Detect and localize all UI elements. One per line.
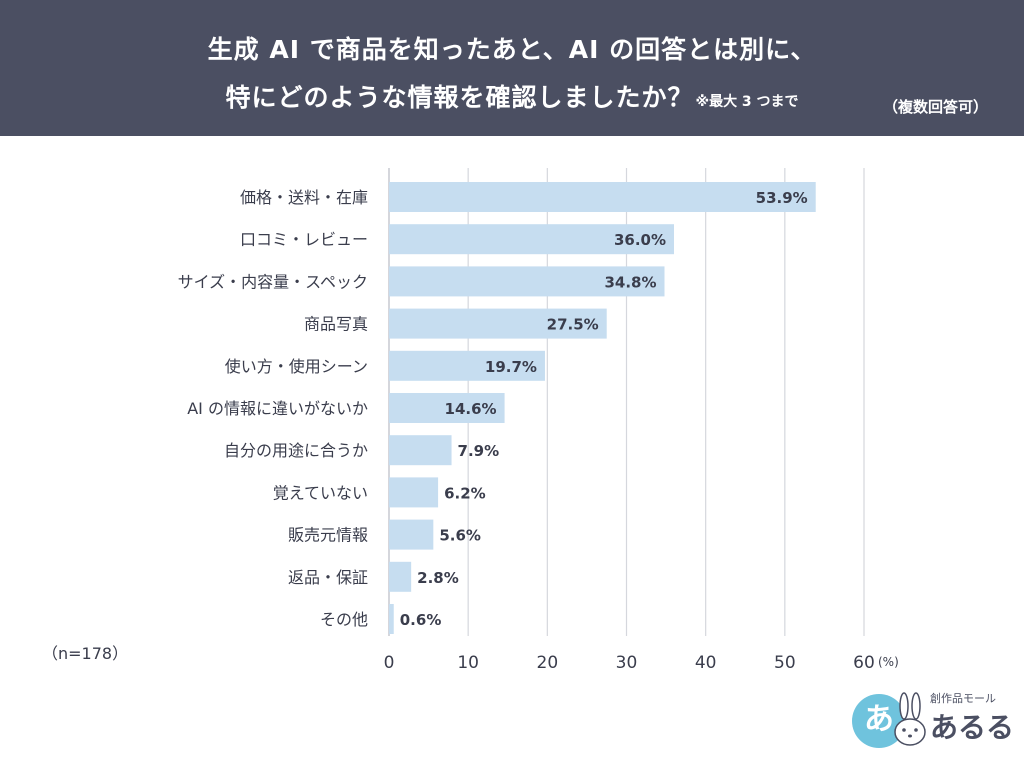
value-label-2: 34.8% xyxy=(604,273,656,291)
x-tick-label-60: 60 xyxy=(853,653,875,673)
bar-1 xyxy=(389,224,674,255)
value-label-1: 36.0% xyxy=(614,231,666,249)
bar-6 xyxy=(389,435,452,466)
labels: 0 10 20 30 40 50 60 (%) 価格・送料・在庫 53.9% 口コミ・レビュー 36.… xyxy=(178,188,899,673)
category-label-6: 自分の用途に合うか xyxy=(224,441,368,460)
chart-title-line2: 特にどのような情報を確認しましたか？ ※最大 3 つまで xyxy=(0,78,1024,114)
category-label-5: AI の情報に違いがないか xyxy=(187,399,368,418)
value-label-5: 14.6% xyxy=(445,400,497,418)
sample-size-label: （n=178） xyxy=(42,644,129,663)
category-label-9: 返品・保証 xyxy=(288,568,368,587)
x-unit-label: (%) xyxy=(878,655,899,669)
x-tick-label-0: 0 xyxy=(384,653,395,673)
value-label-4: 19.7% xyxy=(485,358,537,376)
bar-9 xyxy=(389,561,412,592)
value-label-8: 5.6% xyxy=(439,527,481,545)
category-label-2: サイズ・内容量・スペック xyxy=(178,272,368,291)
category-label-8: 販売元情報 xyxy=(288,526,368,545)
bar-5 xyxy=(389,393,505,423)
x-tick-label-20: 20 xyxy=(537,653,559,673)
logo-name: あるる xyxy=(930,711,1015,744)
multi-answer-note: （複数回答可） xyxy=(882,98,988,116)
x-tick-label-30: 30 xyxy=(616,653,638,673)
bar-7 xyxy=(389,477,439,508)
chart-title-line2-text: 特にどのような情報を確認しましたか？ xyxy=(225,83,694,112)
bar-2 xyxy=(389,266,665,297)
max-answers-note: ※最大 3 つまで xyxy=(695,94,799,110)
value-label-6: 7.9% xyxy=(458,442,500,460)
brand-logo: あ 創作品モール あるる xyxy=(846,690,1014,754)
x-tick-label-50: 50 xyxy=(774,653,796,673)
category-label-3: 商品写真 xyxy=(304,315,368,334)
bar-0 xyxy=(389,182,816,212)
logo-subtitle: 創作品モール xyxy=(930,692,996,705)
x-tick-label-40: 40 xyxy=(695,653,717,673)
bar-3 xyxy=(389,308,607,339)
category-label-7: 覚えていない xyxy=(273,483,368,502)
chart-title-line1: 生成 AI で商品を知ったあと、AI の回答とは別に、 xyxy=(207,35,817,64)
bars xyxy=(389,182,816,634)
bar-8 xyxy=(389,519,434,550)
value-label-7: 6.2% xyxy=(444,484,486,502)
value-label-9: 2.8% xyxy=(417,569,459,587)
value-label-3: 27.5% xyxy=(547,316,599,334)
category-label-10: その他 xyxy=(320,610,368,629)
x-tick-label-10: 10 xyxy=(457,653,479,673)
chart-header: 生成 AI で商品を知ったあと、AI の回答とは別に、 特にどのような情報を確認… xyxy=(0,0,1024,136)
category-label-0: 価格・送料・在庫 xyxy=(240,188,368,207)
bar-10 xyxy=(389,604,394,634)
rabbit-icon xyxy=(894,692,926,746)
category-label-4: 使い方・使用シーン xyxy=(225,357,368,376)
category-label-1: 口コミ・レビュー xyxy=(240,230,368,249)
value-label-10: 0.6% xyxy=(400,611,442,629)
bar-4 xyxy=(389,350,545,381)
value-label-0: 53.9% xyxy=(756,189,808,207)
